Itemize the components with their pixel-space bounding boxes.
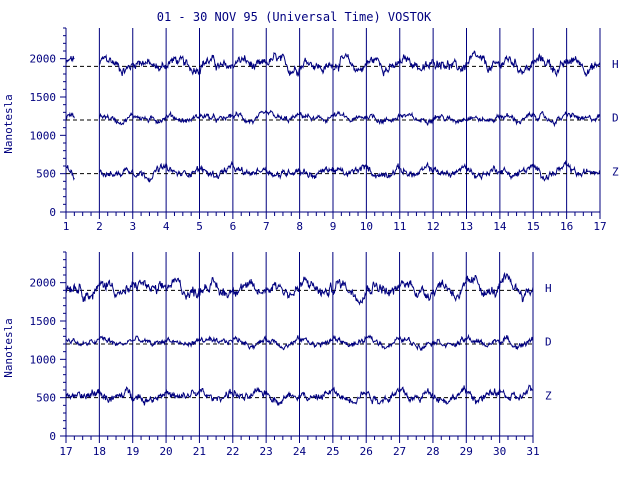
- x-tick-label: 23: [260, 445, 273, 458]
- y-axis-label-bottom: Nanotesla: [2, 318, 15, 378]
- x-tick-label: 25: [326, 445, 339, 458]
- x-tick-label: 31: [526, 445, 539, 458]
- series-trace-D: [65, 109, 601, 128]
- x-tick-label: 22: [226, 445, 239, 458]
- y-tick-label: 500: [36, 392, 56, 405]
- y-tick-label: 0: [49, 430, 56, 443]
- series-trace-H: [65, 271, 534, 306]
- x-tick-label: 30: [493, 445, 506, 458]
- x-tick-label: 1: [63, 220, 70, 233]
- y-tick-label: 0: [49, 206, 56, 219]
- x-tick-label: 7: [263, 220, 270, 233]
- x-tick-label: 18: [93, 445, 106, 458]
- x-tick-label: 24: [293, 445, 307, 458]
- series-label-H: H: [612, 58, 619, 71]
- panel-2: 0 500 1000 1500 2000 17 18 19 20 21 22 23 24 25 26 27 28…: [30, 251, 552, 458]
- series-trace-Z: [65, 384, 534, 406]
- x-tick-label: 21: [193, 445, 206, 458]
- series-label-D: D: [612, 112, 619, 125]
- x-tick-label: 3: [129, 220, 136, 233]
- y-tick-label: 1000: [30, 353, 57, 366]
- x-tick-label: 29: [460, 445, 473, 458]
- y-tick-label: 2000: [30, 277, 57, 290]
- x-tick-label: 12: [427, 220, 440, 233]
- x-tick-label: 16: [560, 220, 573, 233]
- x-tick-label: 2: [96, 220, 103, 233]
- x-tick-label: 14: [493, 220, 507, 233]
- x-tick-label: 20: [159, 445, 172, 458]
- x-tick-label: 27: [393, 445, 406, 458]
- x-tick-label: 26: [360, 445, 373, 458]
- y-tick-label: 500: [36, 168, 56, 181]
- x-tick-label: 17: [59, 445, 72, 458]
- x-tick-label: 6: [230, 220, 237, 233]
- y-axis-label-top: Nanotesla: [2, 94, 15, 154]
- series-label-D: D: [545, 336, 552, 349]
- x-tick-label: 10: [360, 220, 373, 233]
- series-trace-H: [65, 50, 601, 78]
- x-tick-label: 13: [460, 220, 473, 233]
- series-label-Z: Z: [545, 389, 552, 402]
- chart-title: 01 - 30 NOV 95 (Universal Time) VOSTOK: [157, 10, 432, 24]
- y-tick-label: 2000: [30, 53, 57, 66]
- y-tick-label: 1000: [30, 129, 57, 142]
- x-tick-label: 19: [126, 445, 139, 458]
- x-tick-label: 15: [527, 220, 540, 233]
- y-tick-label: 1500: [30, 315, 57, 328]
- x-tick-label: 8: [296, 220, 303, 233]
- x-tick-label: 9: [330, 220, 337, 233]
- x-tick-label: 17: [593, 220, 606, 233]
- y-tick-label: 1500: [30, 91, 57, 104]
- series-trace-Z: [65, 159, 601, 183]
- x-tick-label: 5: [196, 220, 203, 233]
- x-tick-label: 11: [393, 220, 406, 233]
- series-trace-D: [65, 333, 534, 352]
- x-tick-label: 4: [163, 220, 170, 233]
- series-label-H: H: [545, 282, 552, 295]
- x-tick-label: 28: [426, 445, 439, 458]
- series-label-Z: Z: [612, 165, 619, 178]
